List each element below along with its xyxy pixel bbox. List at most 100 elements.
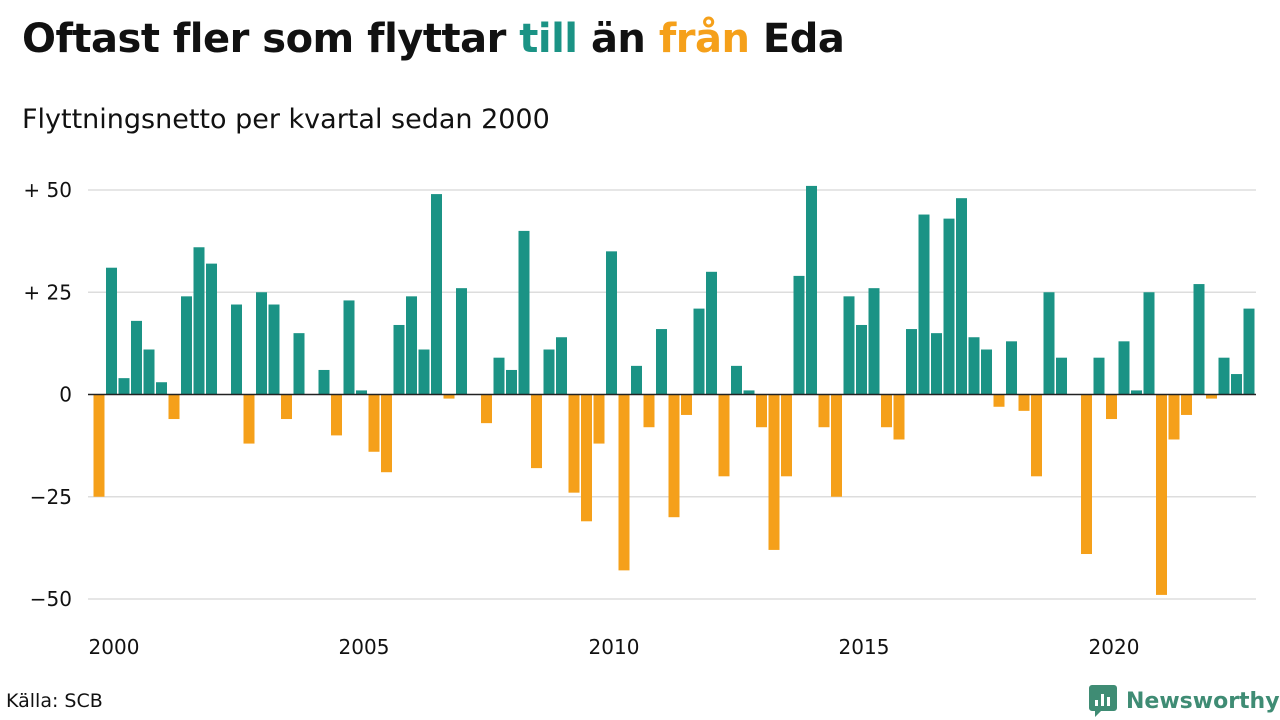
bar	[1193, 284, 1205, 395]
bar	[318, 369, 330, 395]
bar	[743, 390, 755, 395]
bar	[1156, 394, 1167, 595]
bar	[593, 394, 605, 444]
bar	[681, 394, 692, 415]
bar	[493, 357, 505, 395]
bar	[343, 300, 355, 395]
bar	[768, 394, 780, 550]
bar	[881, 394, 892, 428]
title-part: än	[577, 16, 659, 62]
y-tick-label: + 25	[23, 280, 72, 304]
title-part: till	[519, 16, 578, 62]
bar	[618, 394, 630, 571]
bar	[643, 394, 655, 428]
title-part: Oftast fler som flyttar	[22, 16, 520, 62]
bar	[993, 394, 1005, 407]
y-axis-ticks: + 50 + 25 0 −25 −50	[23, 178, 72, 611]
bar	[243, 394, 255, 444]
bar	[106, 267, 117, 395]
bar	[93, 394, 105, 497]
x-tick-label: 2010	[589, 635, 640, 659]
y-tick-label: 0	[59, 383, 72, 407]
bar	[706, 271, 717, 395]
bar	[693, 308, 705, 395]
bar	[456, 288, 467, 395]
bar	[1131, 390, 1142, 395]
bar	[931, 333, 942, 395]
bar	[281, 394, 292, 420]
bar	[418, 349, 430, 395]
bar	[1143, 292, 1155, 395]
bar	[831, 394, 842, 497]
bar	[206, 263, 217, 395]
bar	[568, 394, 580, 493]
bar	[606, 251, 617, 395]
bar	[843, 296, 855, 395]
bar	[1006, 341, 1017, 395]
x-axis-ticks: 2000 2005 2010 2015 2020	[89, 635, 1140, 659]
bar	[1106, 394, 1117, 420]
bar	[331, 394, 342, 436]
y-tick-label: −50	[30, 587, 72, 611]
newsworthy-logo-icon	[1089, 685, 1117, 717]
title-part: Eda	[749, 16, 845, 62]
bar	[806, 185, 817, 395]
bar	[1056, 357, 1067, 395]
bar	[981, 349, 992, 395]
bar	[1206, 394, 1217, 399]
bar	[918, 214, 930, 395]
brand-logo[interactable]: Newsworthy	[1088, 684, 1280, 718]
bar	[543, 349, 555, 395]
bar	[1081, 394, 1092, 555]
bar	[756, 394, 767, 428]
bar	[581, 394, 592, 522]
bar	[406, 296, 417, 395]
bar	[818, 394, 830, 428]
bar	[268, 304, 280, 395]
bar	[481, 394, 492, 424]
bar	[368, 394, 380, 452]
bar	[556, 337, 567, 395]
title-part: från	[658, 16, 750, 62]
bar	[731, 365, 742, 395]
bar	[893, 394, 905, 440]
bar	[393, 324, 405, 395]
bar	[118, 378, 130, 395]
x-tick-label: 2015	[839, 635, 890, 659]
bar	[1118, 341, 1130, 395]
source-note: Källa: SCB	[6, 690, 103, 712]
bar	[943, 218, 955, 395]
bar	[143, 349, 155, 395]
bar	[193, 247, 205, 395]
bar	[443, 394, 455, 399]
bar	[718, 394, 730, 477]
bar	[781, 394, 792, 477]
bar	[1243, 308, 1255, 395]
bar	[793, 275, 805, 395]
bar	[956, 198, 967, 395]
bar	[131, 320, 142, 395]
bar	[656, 329, 667, 395]
bar	[1218, 357, 1230, 395]
y-tick-label: + 50	[23, 178, 72, 202]
bar	[631, 365, 642, 395]
bar	[856, 324, 867, 395]
bar	[968, 337, 980, 395]
bar	[906, 329, 917, 395]
bar	[181, 296, 192, 395]
bar	[168, 394, 180, 420]
bar	[256, 292, 267, 395]
bar	[1231, 374, 1242, 395]
brand-name: Newsworthy	[1126, 688, 1280, 714]
bar	[531, 394, 542, 469]
x-tick-label: 2000	[89, 635, 140, 659]
x-tick-label: 2005	[339, 635, 390, 659]
bar	[1093, 357, 1105, 395]
y-tick-label: −25	[30, 485, 72, 509]
bar	[506, 369, 517, 395]
bar	[231, 304, 242, 395]
bar	[518, 230, 530, 395]
x-tick-label: 2020	[1089, 635, 1140, 659]
bar	[381, 394, 392, 473]
